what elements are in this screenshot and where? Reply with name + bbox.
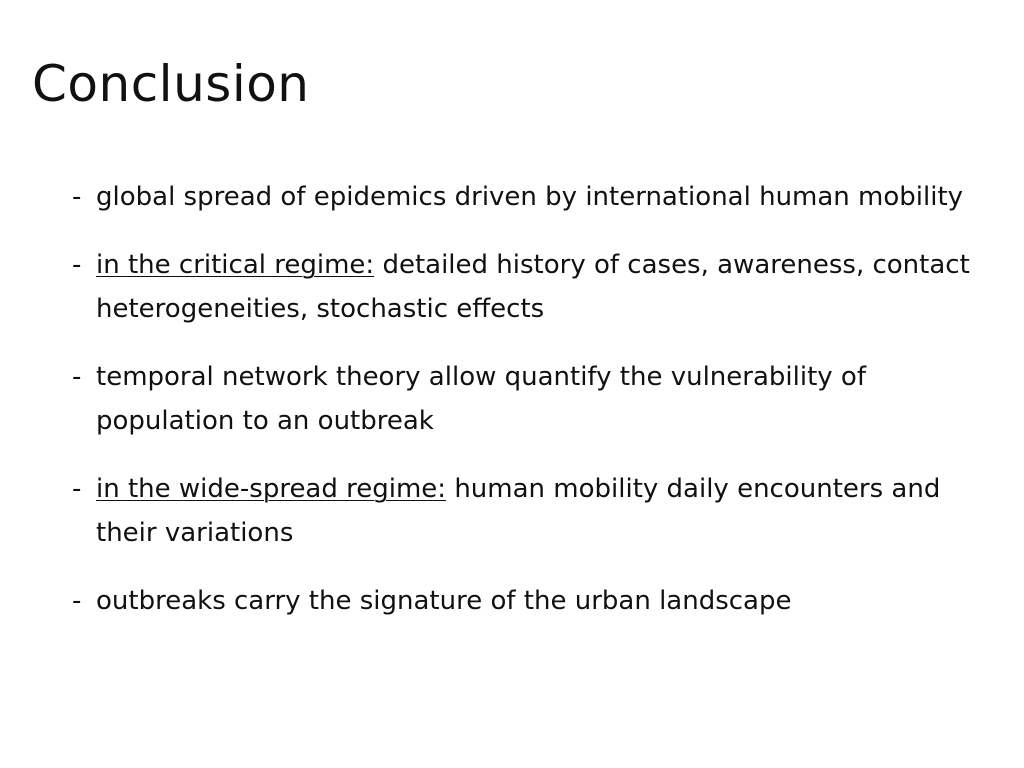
- bullet-body: human mobility daily encounters and thei…: [96, 474, 941, 548]
- bullet-marker: -: [72, 362, 82, 392]
- bullet-marker: -: [72, 182, 82, 212]
- bullet-text: outbreaks carry the signature of the urb…: [96, 579, 972, 623]
- bullet-item-5: - outbreaks carry the signature of the u…: [72, 579, 972, 623]
- bullet-text: temporal network theory allow quantify t…: [96, 355, 972, 443]
- bullet-body: global spread of epidemics driven by int…: [96, 182, 964, 212]
- bullet-body: detailed history of cases, awareness, co…: [96, 250, 970, 324]
- bullet-list: - global spread of epidemics driven by i…: [72, 175, 972, 623]
- bullet-lead: in the critical regime:: [96, 250, 375, 280]
- bullet-item-1: - global spread of epidemics driven by i…: [72, 175, 972, 219]
- bullet-item-3: - temporal network theory allow quantify…: [72, 355, 972, 443]
- bullet-text: in the wide-spread regime: human mobilit…: [96, 467, 972, 555]
- bullet-body: temporal network theory allow quantify t…: [96, 362, 866, 436]
- bullet-body: outbreaks carry the signature of the urb…: [96, 586, 792, 616]
- bullet-marker: -: [72, 250, 82, 280]
- bullet-text: in the critical regime: detailed history…: [96, 243, 972, 331]
- bullet-text: global spread of epidemics driven by int…: [96, 175, 972, 219]
- bullet-marker: -: [72, 586, 82, 616]
- slide-title: Conclusion: [32, 55, 310, 113]
- bullet-item-4: - in the wide-spread regime: human mobil…: [72, 467, 972, 555]
- bullet-item-2: - in the critical regime: detailed histo…: [72, 243, 972, 331]
- bullet-marker: -: [72, 474, 82, 504]
- bullet-lead: in the wide-spread regime:: [96, 474, 447, 504]
